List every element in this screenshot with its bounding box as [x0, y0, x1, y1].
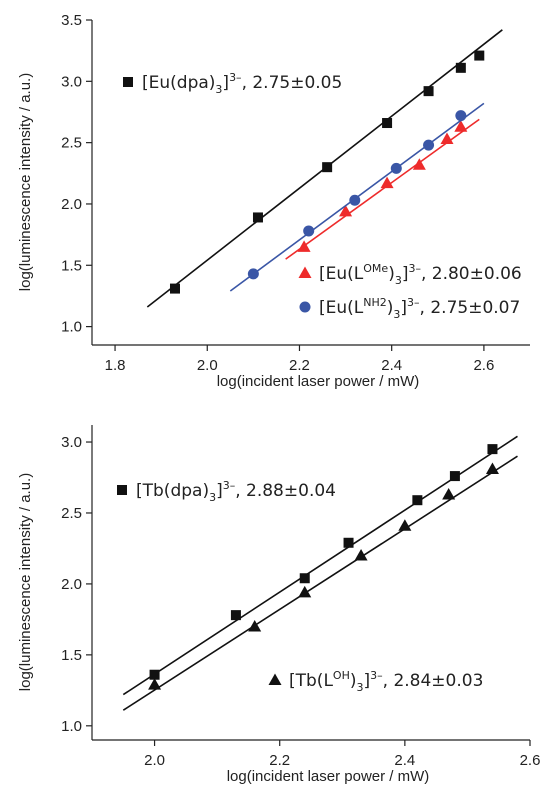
y-tick-label: 1.0 [61, 718, 82, 735]
legend-marker [123, 77, 133, 87]
data-point [247, 268, 259, 280]
x-tick-label: 2.0 [144, 752, 165, 769]
x-tick-label: 1.8 [105, 357, 126, 374]
data-point [449, 471, 460, 482]
legend-label-1-2: [Eu(LOMe)3]3–, 2.80±0.06 [319, 262, 522, 287]
y-tick-label: 2.0 [61, 196, 82, 213]
panel-2: 2.0 2.2 2.4 2.6 1.0 1.5 2.0 2.5 3.0 log(incident … [17, 425, 540, 785]
legend-entry-1-2: [Eu(LOMe)3]3–, 2.80±0.06 [298, 262, 522, 287]
y-axis-title: log(luminescence intensity / a.u.) [17, 473, 34, 691]
data-point [354, 549, 368, 561]
data-point [442, 488, 456, 500]
legend-label-2-1: [Tb(dpa)3]3–, 2.88±0.04 [136, 479, 336, 504]
data-point [343, 537, 354, 548]
x-tick-label: 2.6 [473, 357, 494, 374]
data-point [412, 158, 426, 170]
data-point [455, 62, 466, 73]
data-point [382, 118, 393, 129]
y-tick-label: 3.0 [61, 434, 82, 451]
legend-marker [268, 673, 282, 685]
legend-entry-1-3: [Eu(LNH2)3]3–, 2.75±0.07 [299, 296, 520, 321]
data-point [303, 225, 315, 237]
data-point [423, 139, 435, 151]
series-2-1: [Tb(dpa)3]3–, 2.88±0.04 [117, 435, 518, 696]
series-1-3: [Eu(LNH2)3]3–, 2.75±0.07 [229, 102, 520, 321]
y-axis-title: log(luminescence intensity / a.u.) [17, 73, 34, 291]
y-tick-label: 1.0 [61, 319, 82, 336]
y-tick-label: 2.5 [61, 505, 82, 522]
legend-marker [298, 266, 312, 278]
data-point [298, 585, 312, 598]
x-tick-label: 2.6 [520, 752, 541, 769]
data-point [485, 462, 499, 474]
data-point [148, 678, 162, 690]
y-tick-label: 3.0 [61, 73, 82, 90]
data-point [474, 50, 485, 61]
y-tick-label: 2.0 [61, 576, 82, 593]
series-1-1: [Eu(dpa)3]3–, 2.75±0.05 [123, 29, 503, 308]
x-axis-title: log(incident laser power / mW) [217, 373, 420, 390]
data-point [339, 204, 353, 217]
data-point [398, 519, 412, 531]
data-point [487, 444, 498, 455]
y-tick-label: 1.5 [61, 257, 82, 274]
data-point [230, 610, 241, 621]
x-tick-label: 2.4 [394, 752, 415, 769]
legend-marker [299, 301, 311, 313]
data-point [412, 495, 423, 506]
data-point [454, 120, 468, 132]
data-point [440, 132, 454, 144]
legend-marker [117, 485, 127, 495]
legend-entry-2-2: [Tb(LOH)3]3–, 2.84±0.03 [268, 669, 483, 694]
panel-1: 1.8 2.0 2.2 2.4 2.6 1.0 1.5 2.0 2.5 3.0 3.5 log(inc… [17, 12, 530, 390]
data-point [149, 669, 160, 680]
y-tick-label: 1.5 [61, 647, 82, 664]
series-2-2: [Tb(LOH)3]3–, 2.84±0.03 [122, 455, 518, 711]
data-point [297, 240, 311, 252]
data-point [455, 110, 467, 122]
legend-entry-2-1: [Tb(dpa)3]3–, 2.88±0.04 [117, 479, 336, 504]
y-tick-label: 3.5 [61, 12, 82, 29]
legend-label-1-1: [Eu(dpa)3]3–, 2.75±0.05 [142, 71, 342, 96]
data-point [423, 86, 434, 97]
data-point [248, 619, 262, 632]
x-tick-label: 2.2 [269, 752, 290, 769]
legend-label-2-2: [Tb(LOH)3]3–, 2.84±0.03 [289, 669, 483, 694]
data-point [322, 162, 333, 173]
x-tick-label: 2.4 [381, 357, 402, 374]
data-point [252, 212, 263, 223]
x-tick-label: 2.0 [197, 357, 218, 374]
data-point [169, 283, 180, 294]
legend-entry-1-1: [Eu(dpa)3]3–, 2.75±0.05 [123, 71, 342, 96]
data-point [380, 176, 394, 189]
data-point [349, 194, 361, 206]
legend-label-1-3: [Eu(LNH2)3]3–, 2.75±0.07 [319, 296, 520, 321]
data-point [390, 162, 402, 174]
data-point [299, 573, 310, 584]
y-tick-label: 2.5 [61, 135, 82, 152]
series-1-2: [Eu(LOMe)3]3–, 2.80±0.06 [285, 118, 522, 287]
x-tick-label: 2.2 [289, 357, 310, 374]
x-axis-title: log(incident laser power / mW) [227, 768, 430, 785]
